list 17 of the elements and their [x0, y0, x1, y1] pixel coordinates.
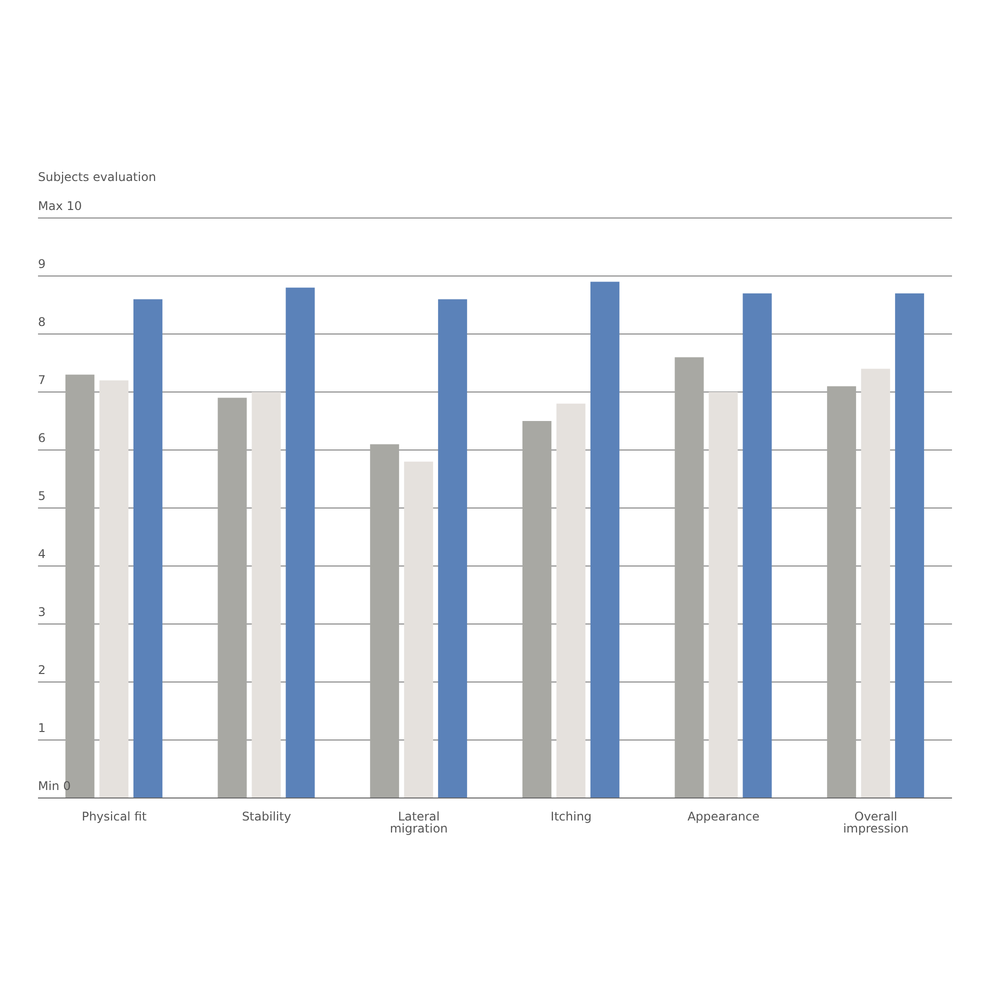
y-tick-label: 3 [38, 605, 46, 619]
y-tick-label: 2 [38, 663, 46, 677]
y-tick-label: 9 [38, 257, 46, 271]
y-tick-label: 7 [38, 373, 46, 387]
x-tick-label: Physical fit [82, 810, 147, 824]
y-tick-label: 8 [38, 315, 46, 329]
x-tick-label: Appearance [687, 810, 760, 824]
x-tick-label: Lateral migration [390, 810, 448, 836]
y-tick-label: 5 [38, 489, 46, 503]
x-tick-label: Stability [242, 810, 292, 824]
y-tick-label: 4 [38, 547, 46, 561]
y-tick-label: 1 [38, 721, 46, 735]
y-tick-label: Max 10 [38, 199, 82, 213]
x-tick-label: Overall impression [843, 810, 909, 836]
y-tick-label: 6 [38, 431, 46, 445]
x-tick-label: Itching [550, 810, 592, 824]
y-axis-title: Subjects evaluation [38, 170, 156, 184]
